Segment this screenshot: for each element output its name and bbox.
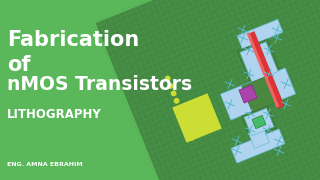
Text: Fabrication: Fabrication (7, 30, 139, 50)
Circle shape (177, 106, 182, 111)
Circle shape (174, 99, 179, 103)
Text: of: of (7, 55, 30, 75)
Polygon shape (249, 128, 269, 148)
Polygon shape (237, 39, 281, 85)
Text: nMOS Transistors: nMOS Transistors (7, 75, 192, 94)
Polygon shape (172, 93, 222, 143)
Polygon shape (242, 106, 276, 138)
Text: LITHOGRAPHY: LITHOGRAPHY (7, 108, 102, 121)
Polygon shape (220, 68, 296, 120)
Circle shape (186, 128, 191, 133)
Polygon shape (252, 115, 266, 129)
Polygon shape (231, 129, 285, 163)
Circle shape (183, 121, 188, 125)
Polygon shape (240, 42, 278, 82)
Polygon shape (239, 85, 257, 103)
Circle shape (165, 76, 170, 81)
Polygon shape (242, 76, 278, 112)
Polygon shape (247, 32, 279, 108)
Text: ENG. AMNA EBRAHIM: ENG. AMNA EBRAHIM (7, 162, 83, 167)
Polygon shape (248, 32, 284, 108)
Polygon shape (237, 19, 283, 49)
Circle shape (180, 113, 185, 118)
Polygon shape (244, 108, 274, 136)
Circle shape (168, 84, 173, 88)
Circle shape (172, 91, 176, 96)
Polygon shape (96, 0, 320, 180)
Circle shape (189, 136, 194, 140)
